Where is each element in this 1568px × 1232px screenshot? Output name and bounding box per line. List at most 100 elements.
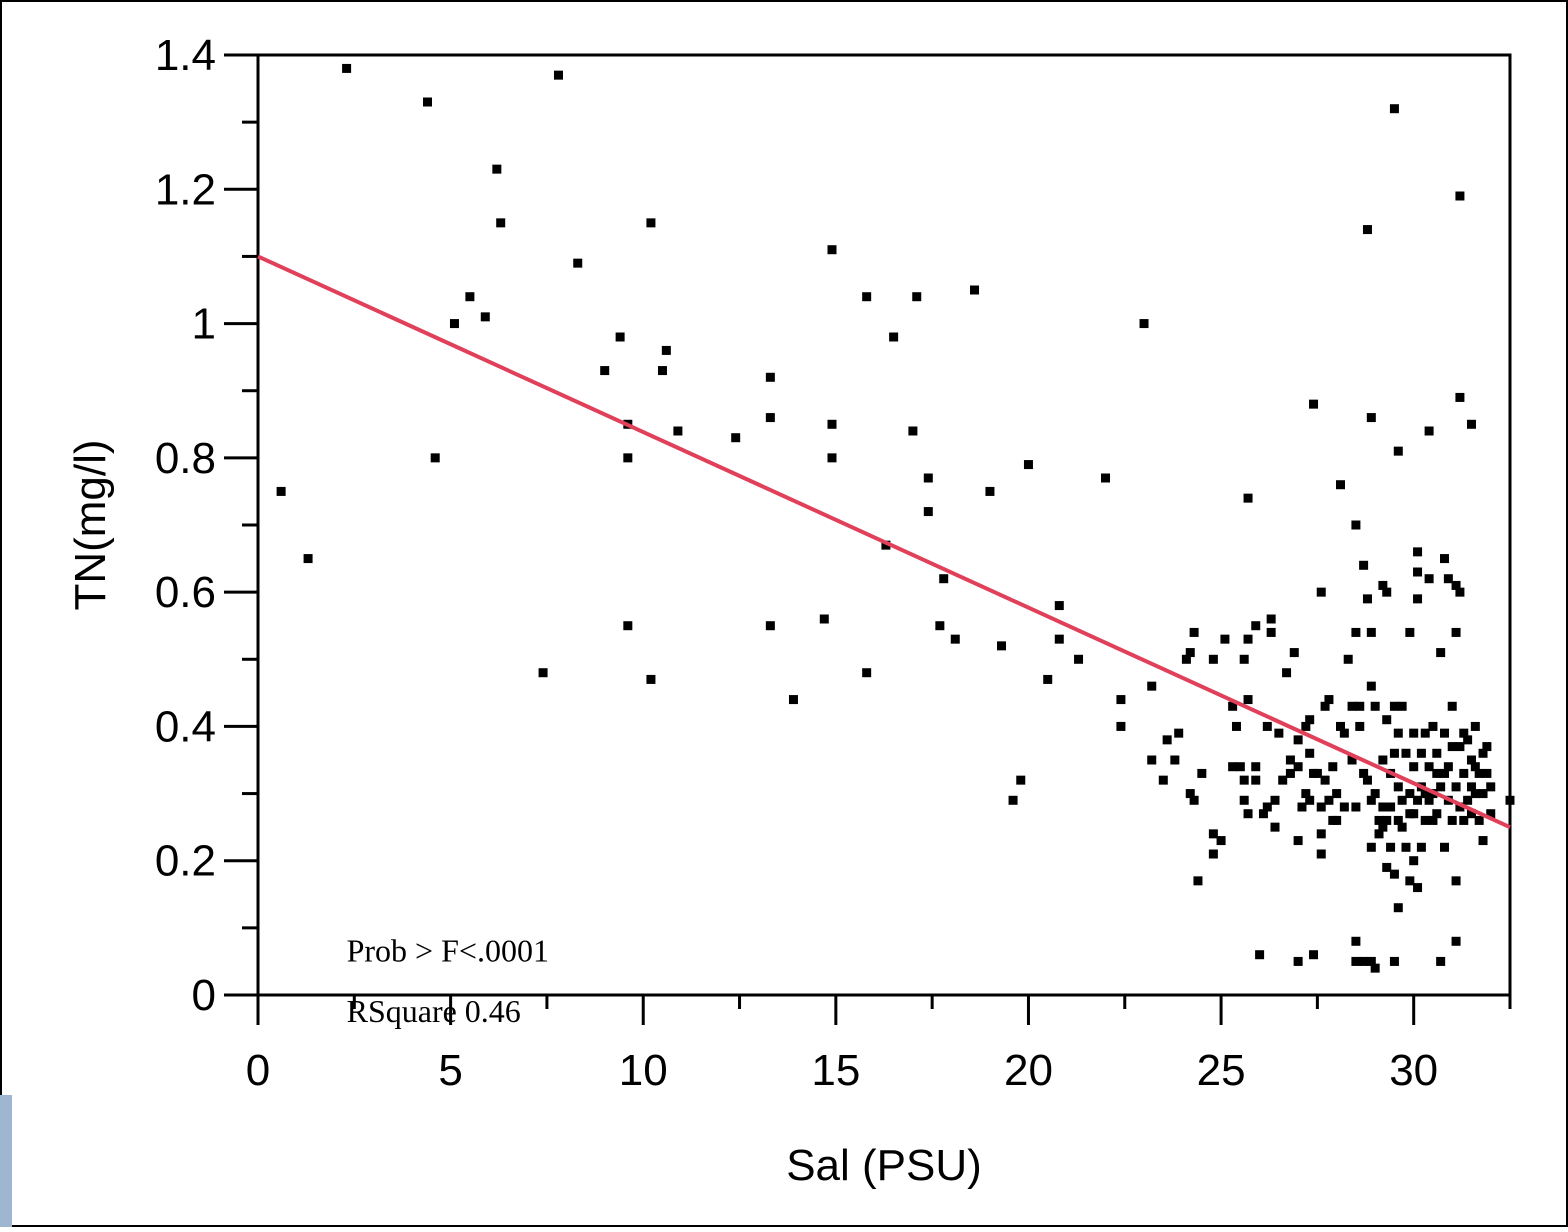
data-point [1366, 842, 1376, 852]
data-point [1243, 493, 1253, 503]
data-point [1424, 426, 1434, 436]
data-point [465, 292, 475, 302]
x-tick-label: 0 [246, 1046, 270, 1095]
data-point [1362, 225, 1372, 235]
data-point [1466, 419, 1476, 429]
data-point [423, 97, 433, 107]
data-point [1424, 762, 1434, 772]
data-point [1393, 815, 1403, 825]
data-point [1393, 728, 1403, 738]
data-point [1374, 829, 1384, 839]
data-point [449, 319, 459, 329]
data-point [1378, 822, 1388, 832]
data-point [939, 574, 949, 584]
y-axis-title: TN(mg/l) [66, 439, 115, 610]
data-point [827, 419, 837, 429]
rsquare-annotation: RSquare 0.46 [347, 993, 521, 1029]
y-tick-label: 0 [192, 971, 216, 1020]
data-point [1189, 795, 1199, 805]
data-point [1074, 654, 1084, 664]
data-point [1416, 748, 1426, 758]
prob-f-annotation: Prob > F<.0001 [347, 932, 549, 968]
data-point [646, 674, 656, 684]
x-tick-label: 20 [1004, 1046, 1053, 1095]
data-point [1389, 748, 1399, 758]
data-point [1266, 627, 1276, 637]
data-point [1351, 956, 1361, 966]
data-point [1116, 721, 1126, 731]
data-point [1208, 829, 1218, 839]
data-point [1185, 789, 1195, 799]
data-point [1293, 735, 1303, 745]
data-point [1362, 594, 1372, 604]
data-point [1447, 815, 1457, 825]
data-point [1147, 681, 1157, 691]
data-point [1366, 413, 1376, 423]
data-point [1320, 775, 1330, 785]
data-point [1347, 755, 1357, 765]
data-point [1416, 842, 1426, 852]
data-point [1266, 614, 1276, 624]
data-point [1466, 809, 1476, 819]
data-point [1301, 721, 1311, 731]
data-point [1389, 869, 1399, 879]
data-point [908, 426, 918, 436]
data-point [1243, 634, 1253, 644]
data-point [923, 473, 933, 483]
data-point [1455, 802, 1465, 812]
data-point [996, 641, 1006, 651]
data-point [1335, 721, 1345, 731]
data-point [1251, 621, 1261, 631]
data-point [646, 218, 656, 228]
data-point [492, 164, 502, 174]
data-point [1397, 822, 1407, 832]
data-point [1335, 480, 1345, 490]
data-point [1424, 795, 1434, 805]
data-point [1466, 755, 1476, 765]
data-point [1116, 695, 1126, 705]
data-point [496, 218, 506, 228]
data-point [1478, 748, 1488, 758]
data-point [1440, 728, 1450, 738]
data-point [1351, 627, 1361, 637]
data-point [970, 285, 980, 295]
data-point [1413, 883, 1423, 893]
data-point [1482, 768, 1492, 778]
data-point [827, 245, 837, 255]
data-point [303, 554, 313, 564]
data-point [1316, 829, 1326, 839]
data-point [1420, 728, 1430, 738]
x-tick-label: 10 [619, 1046, 668, 1095]
data-point [1382, 862, 1392, 872]
data-point [1282, 668, 1292, 678]
data-point [1231, 721, 1241, 731]
data-point [1370, 701, 1380, 711]
data-point [1293, 956, 1303, 966]
data-point [1374, 815, 1384, 825]
data-point [1301, 789, 1311, 799]
data-point [1405, 789, 1415, 799]
data-point [623, 453, 633, 463]
data-point [1243, 695, 1253, 705]
x-tick-label: 25 [1197, 1046, 1246, 1095]
data-point [1193, 876, 1203, 886]
data-point [985, 486, 995, 496]
regression-fit-line [257, 254, 1511, 829]
data-point [1293, 762, 1303, 772]
data-point [1451, 876, 1461, 886]
data-point [1382, 815, 1392, 825]
x-tick-label: 5 [438, 1046, 462, 1095]
data-point [1147, 755, 1157, 765]
data-point [1397, 701, 1407, 711]
data-point [1482, 742, 1492, 752]
data-point [1389, 104, 1399, 114]
data-point [1312, 768, 1322, 778]
y-tick-label: 0.4 [155, 702, 216, 751]
data-point [950, 634, 960, 644]
data-point [673, 426, 683, 436]
data-point [1228, 701, 1238, 711]
data-point [1505, 795, 1515, 805]
data-point [1455, 392, 1465, 402]
